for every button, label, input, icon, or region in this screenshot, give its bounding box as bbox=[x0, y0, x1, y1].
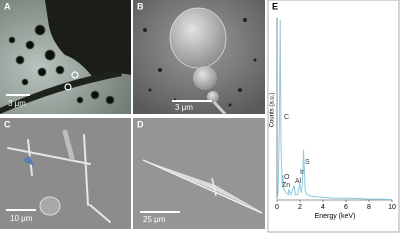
panel-letter: C bbox=[4, 119, 11, 129]
panel-a: A 3 μm bbox=[0, 0, 131, 114]
peak-label: Zn bbox=[282, 182, 290, 189]
panel-c: C 10 μm bbox=[0, 118, 131, 229]
scale-label: 25 μm bbox=[143, 215, 166, 224]
panel-letter: A bbox=[4, 1, 11, 11]
peak-label: O bbox=[284, 174, 290, 181]
panel-letter: D bbox=[137, 119, 144, 129]
peak-label: S bbox=[305, 159, 310, 166]
panel-b: B 3 μm bbox=[133, 0, 265, 116]
x-tick-label: 10 bbox=[388, 204, 396, 211]
panel-d: D 25 μm bbox=[133, 118, 265, 229]
spectrum-line bbox=[276, 19, 393, 201]
x-tick-label: 4 bbox=[321, 204, 325, 211]
scale-label: 3 μm bbox=[8, 99, 26, 108]
figure: A 3 μm B 3 μm C 10 μm bbox=[0, 0, 400, 233]
panel-e: E Counts (a.u.) Energy (keV) 0 2 4 6 8 10 C OZn… bbox=[267, 0, 400, 233]
panel-letter: E bbox=[272, 1, 278, 11]
peak-label: Al bbox=[295, 178, 302, 185]
scale-label: 10 μm bbox=[10, 214, 33, 223]
peak-label: C bbox=[284, 114, 289, 121]
x-tick-label: 8 bbox=[367, 204, 371, 211]
x-tick-label: 0 bbox=[275, 204, 279, 211]
scale-label: 3 μm bbox=[175, 103, 193, 112]
panel-letter: B bbox=[137, 1, 144, 11]
x-tick-label: 6 bbox=[344, 204, 348, 211]
peak-label: Ir bbox=[300, 169, 305, 176]
x-axis-label: Energy (keV) bbox=[315, 213, 356, 220]
y-axis-label: Counts (a.u.) bbox=[270, 93, 276, 128]
x-tick-label: 2 bbox=[298, 204, 302, 211]
